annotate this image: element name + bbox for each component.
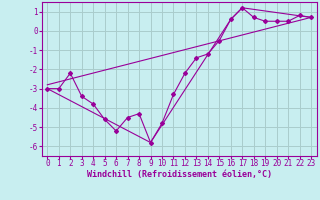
X-axis label: Windchill (Refroidissement éolien,°C): Windchill (Refroidissement éolien,°C) xyxy=(87,170,272,179)
